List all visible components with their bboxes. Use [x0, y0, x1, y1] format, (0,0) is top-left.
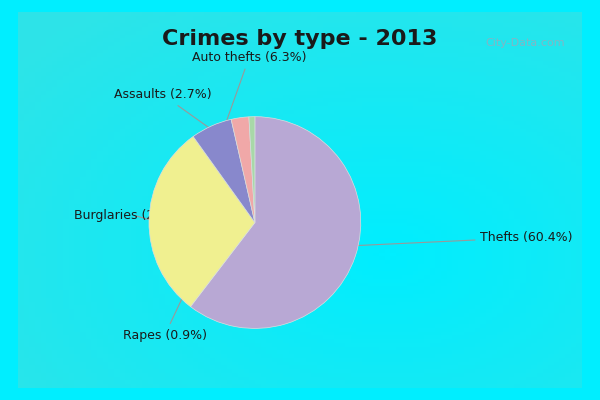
Text: Auto thefts (6.3%): Auto thefts (6.3%): [192, 51, 307, 154]
Wedge shape: [231, 117, 255, 222]
Wedge shape: [249, 117, 255, 222]
Wedge shape: [193, 119, 255, 222]
Text: Thefts (60.4%): Thefts (60.4%): [352, 231, 573, 246]
Wedge shape: [191, 117, 361, 328]
Text: Crimes by type - 2013: Crimes by type - 2013: [163, 29, 437, 49]
Text: Rapes (0.9%): Rapes (0.9%): [122, 152, 251, 342]
Wedge shape: [149, 136, 255, 307]
Text: Assaults (2.7%): Assaults (2.7%): [114, 88, 239, 149]
Text: Burglaries (29.7%): Burglaries (29.7%): [74, 208, 191, 222]
Text: City-Data.com: City-Data.com: [485, 38, 565, 48]
